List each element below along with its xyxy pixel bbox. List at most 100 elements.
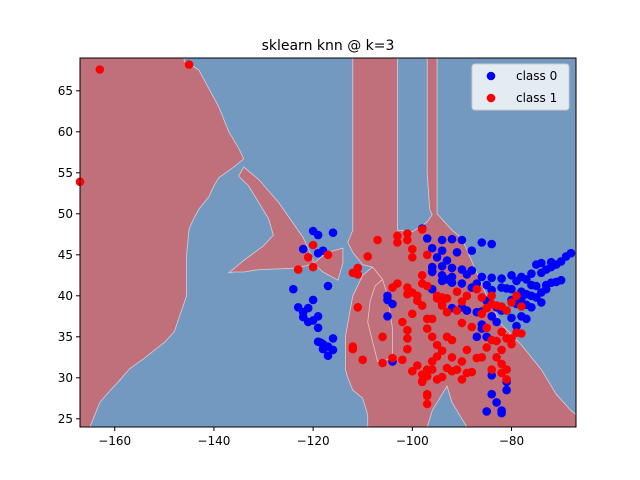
point-class-0 [427,262,437,272]
point-class-1 [432,294,442,303]
y-axis: 25 30 35 40 45 50 55 60 65 [58,84,80,426]
point-class-0 [527,269,536,279]
point-class-1 [452,365,462,374]
point-class-1 [358,355,368,365]
legend-marker-class-1 [486,93,496,103]
y-tick-label: 65 [58,84,73,98]
point-class-1 [293,265,303,274]
point-class-0 [437,246,447,255]
point-class-1 [422,250,432,260]
point-class-0 [507,313,516,323]
point-class-1 [417,377,427,387]
point-class-0 [497,274,506,283]
point-class-0 [527,280,536,290]
point-class-0 [313,230,323,240]
point-class-1 [408,252,417,262]
point-class-1 [378,358,387,368]
point-class-1 [477,293,487,302]
x-tick-label: −140 [197,434,230,448]
point-class-1 [378,332,387,342]
point-class-0 [482,407,492,416]
point-class-0 [512,276,521,286]
point-class-0 [289,284,298,294]
point-class-0 [477,272,487,282]
legend-marker-class-0 [486,71,496,81]
point-class-1 [403,235,412,245]
point-class-1 [308,262,318,272]
point-class-1 [487,291,497,301]
x-axis: −160 −140 −120 −100 −80 [98,427,524,448]
point-class-0 [383,312,392,321]
x-tick-label: −80 [499,434,524,448]
point-class-1 [497,345,506,355]
point-class-0 [447,234,457,244]
point-class-1 [512,291,521,301]
point-class-1 [353,303,363,312]
point-class-0 [541,280,551,290]
point-class-1 [308,240,318,250]
point-class-0 [477,238,487,247]
point-class-0 [487,389,497,399]
point-class-0 [452,248,462,257]
point-class-0 [497,408,506,418]
point-class-0 [462,270,472,279]
point-class-0 [546,257,556,267]
point-class-1 [422,399,432,409]
point-class-1 [472,284,482,294]
point-class-1 [422,281,432,291]
point-class-0 [462,306,472,315]
point-class-0 [457,279,467,288]
point-class-0 [437,235,447,245]
point-class-1 [502,375,511,384]
point-class-0 [492,317,501,327]
legend-box [471,63,570,111]
point-class-0 [472,332,482,342]
legend-item-class-0: class 0 [486,69,557,83]
point-class-1 [432,352,442,361]
point-class-0 [457,235,467,245]
point-class-0 [328,228,338,237]
point-class-1 [482,343,492,352]
point-class-1 [403,344,412,354]
point-class-0 [507,271,516,280]
point-class-0 [383,291,392,301]
point-class-1 [487,365,497,374]
point-class-0 [323,351,333,361]
x-tick-label: −120 [297,434,330,448]
point-class-0 [437,262,447,271]
point-class-0 [527,303,536,312]
axes-frame [79,57,577,428]
point-class-0 [522,314,531,324]
point-class-1 [398,355,407,365]
point-class-1 [398,317,407,327]
point-class-1 [393,279,402,288]
point-class-0 [522,275,531,284]
point-class-1 [353,270,363,279]
point-class-0 [293,303,303,312]
point-class-0 [492,398,501,407]
point-class-0 [507,284,516,294]
legend-label-class-0: class 0 [516,69,557,83]
point-class-1 [447,335,457,345]
point-class-0 [318,344,328,354]
point-class-1 [408,366,417,376]
point-class-1 [442,294,452,303]
point-class-1 [303,252,313,262]
point-class-0 [447,263,457,273]
point-class-1 [437,301,447,310]
point-class-0 [328,334,338,343]
point-class-1 [323,250,333,260]
point-class-0 [313,323,323,333]
point-class-1 [437,346,447,356]
point-class-1 [452,306,462,315]
point-class-1 [457,357,467,366]
point-class-1 [184,60,194,69]
point-class-1 [422,371,432,381]
y-tick-label: 60 [58,125,73,139]
point-class-1 [492,353,501,362]
point-class-1 [422,389,432,399]
point-class-1 [502,306,511,315]
legend: class 0 class 1 [471,63,570,111]
point-class-0 [303,303,313,313]
scatter-points [75,60,576,418]
